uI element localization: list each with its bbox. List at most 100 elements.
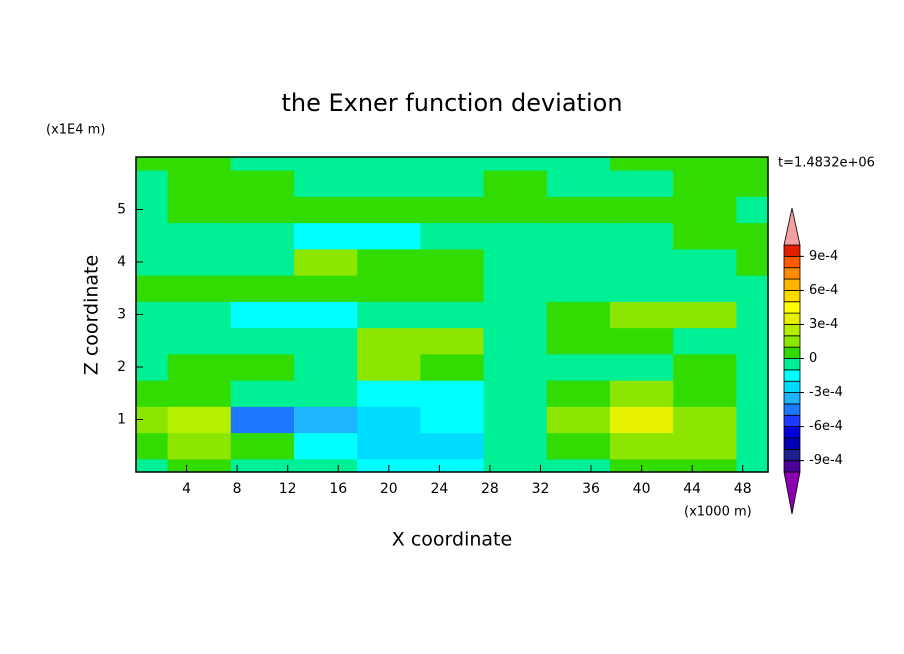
contour-cell	[136, 327, 169, 355]
contour-cell	[610, 327, 674, 355]
x-tick-label: 36	[582, 481, 600, 497]
contour-cell	[546, 157, 611, 171]
contour-cell	[230, 301, 295, 329]
contour-cell	[230, 222, 295, 250]
contour-cell	[294, 170, 358, 197]
contour-cell	[230, 432, 295, 460]
contour-cell	[673, 432, 737, 460]
contour-cell	[546, 301, 611, 329]
contour-cell	[167, 380, 232, 407]
contour-cell	[167, 301, 232, 329]
contour-cell	[546, 380, 611, 407]
contour-cell	[167, 432, 232, 460]
contour-cell	[294, 222, 358, 250]
contour-cell	[230, 275, 295, 302]
contour-cell	[230, 406, 295, 434]
contour-cell	[673, 275, 737, 302]
colorbar-tick-label: -9e-4	[809, 453, 843, 468]
contour-cell	[230, 458, 295, 473]
contour-cell	[167, 458, 232, 473]
contour-cell	[167, 222, 232, 250]
contour-cell	[420, 248, 485, 276]
contour-cell	[420, 327, 485, 355]
contour-cell	[420, 458, 485, 473]
colorbar-box	[783, 448, 801, 462]
contour-cell	[357, 353, 421, 381]
contour-cell	[294, 432, 358, 460]
contour-cell	[610, 380, 674, 407]
colorbar-tick-label: 0	[809, 351, 817, 366]
contour-cell	[357, 406, 421, 434]
colorbar-box	[783, 255, 801, 269]
x-axis-label: X coordinate	[392, 529, 512, 551]
contour-cell	[736, 406, 769, 434]
contour-cell	[736, 353, 769, 381]
contour-cell	[610, 170, 674, 197]
contour-cell	[483, 170, 548, 197]
contour-cell	[294, 327, 358, 355]
contour-cell	[673, 458, 737, 473]
x-tick-label: 40	[633, 481, 651, 497]
contour-cell	[483, 248, 548, 276]
contour-cell	[167, 353, 232, 381]
y-tick-label: 2	[117, 359, 126, 375]
colorbar-box	[783, 346, 801, 359]
contour-cell	[673, 353, 737, 381]
contour-cell	[673, 222, 737, 250]
contour-cell	[483, 275, 548, 302]
contour-cell	[136, 222, 169, 250]
time-label: t=1.4832e+06	[778, 156, 875, 171]
chart-title: the Exner function deviation	[281, 89, 622, 117]
contour-cell	[483, 327, 548, 355]
contour-cell	[736, 301, 769, 329]
x-tick-label: 24	[430, 481, 448, 497]
y-unit-label: (x1E4 m)	[46, 123, 105, 138]
contour-cell	[357, 380, 421, 407]
contour-cell	[673, 380, 737, 407]
contour-cell	[167, 406, 232, 434]
contour-cell	[736, 170, 769, 197]
contour-cell	[294, 406, 358, 434]
contour-cell	[610, 353, 674, 381]
contour-cell	[736, 380, 769, 407]
contour-cell	[167, 327, 232, 355]
contour-cell	[483, 380, 548, 407]
contour-cell	[230, 196, 295, 224]
contour-cell	[736, 458, 769, 473]
contour-cell	[294, 157, 358, 171]
contour-cell	[230, 157, 295, 171]
contour-cell	[167, 157, 232, 171]
colorbar-tick-label: -3e-4	[809, 385, 843, 400]
contour-cell	[546, 327, 611, 355]
contour-cell	[736, 157, 769, 171]
x-tick-label: 20	[380, 481, 398, 497]
x-tick-label: 28	[481, 481, 499, 497]
contour-cell	[420, 406, 485, 434]
contour-cell	[736, 196, 769, 224]
colorbar-box	[783, 369, 801, 382]
x-tick-label: 48	[734, 481, 752, 497]
contour-cell	[673, 170, 737, 197]
contour-cell	[136, 157, 169, 171]
colorbar-tick-label: 6e-4	[809, 283, 838, 298]
x-tick-label: 8	[233, 481, 242, 497]
contour-cell	[357, 196, 421, 224]
contour-cell	[420, 301, 485, 329]
contour-cell	[610, 248, 674, 276]
colorbar-box	[783, 289, 801, 303]
contour-cell	[736, 327, 769, 355]
contour-cell	[230, 170, 295, 197]
contour-cell	[546, 222, 611, 250]
contour-cell	[230, 248, 295, 276]
contour-cell	[610, 222, 674, 250]
colorbar-box	[783, 403, 801, 416]
contour-cell	[610, 406, 674, 434]
colorbar-box	[783, 460, 801, 473]
contour-cell	[736, 248, 769, 276]
contour-cell	[673, 248, 737, 276]
contour-cell	[136, 432, 169, 460]
contour-cell	[357, 301, 421, 329]
colorbar-box	[783, 267, 801, 280]
y-tick-label: 4	[117, 254, 126, 270]
contour-cell	[546, 248, 611, 276]
